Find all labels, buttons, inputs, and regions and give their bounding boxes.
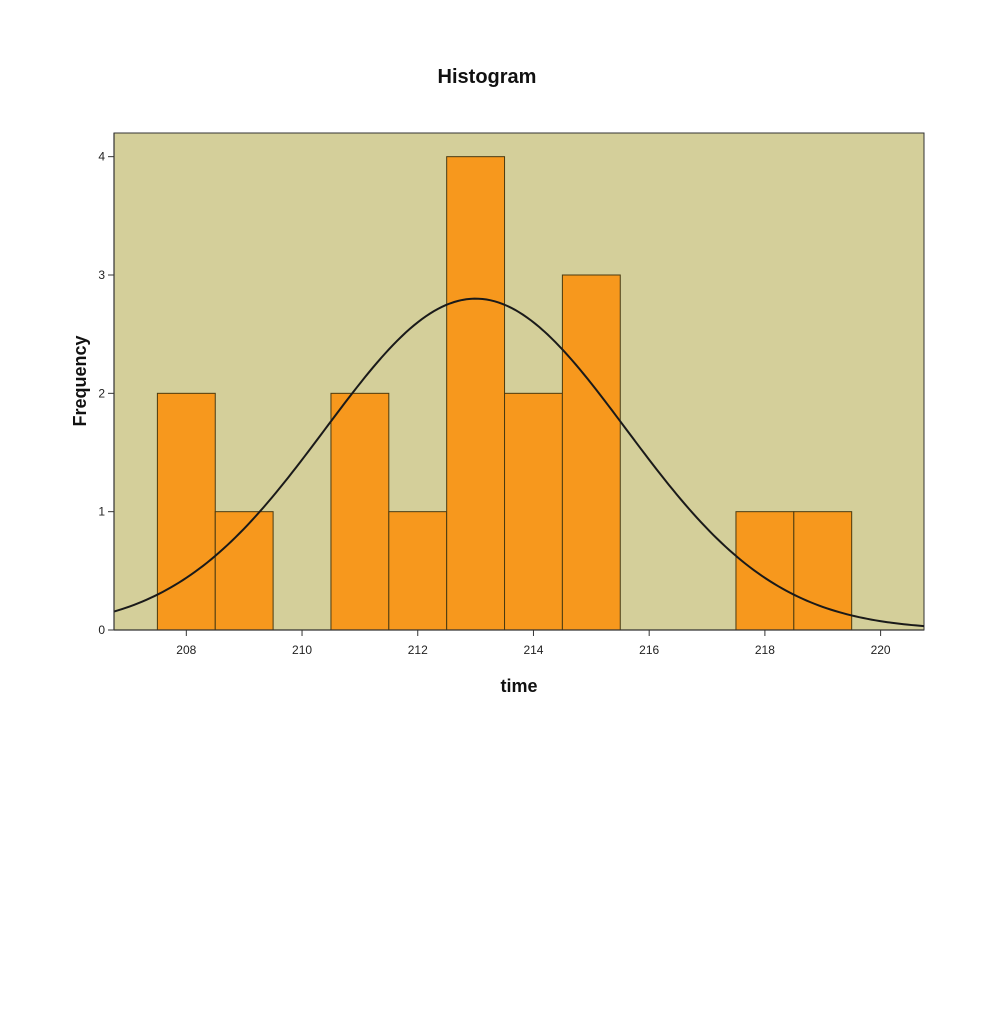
normal-curve [113,297,925,628]
histogram-bar [504,392,563,631]
histogram-bar [793,511,853,631]
histogram-bar [156,392,216,631]
y-ticks: 0 1 2 3 4 [98,150,114,637]
y-tick-label: 4 [98,150,105,164]
x-tick-label: 216 [639,643,659,657]
x-tick-label: 210 [292,643,312,657]
histogram-bar [446,156,506,631]
histogram-bar [388,511,448,631]
x-tick-label: 220 [871,643,891,657]
x-tick-label: 208 [176,643,196,657]
histogram-bar [561,274,621,631]
histogram-bar [214,511,274,631]
x-tick-label: 218 [755,643,775,657]
y-tick-label: 2 [98,386,105,400]
chart-title: Histogram [438,66,537,88]
x-axis-label: time [500,676,537,696]
y-axis-label: Frequency [70,335,90,426]
y-tick-label: 0 [98,623,105,637]
x-tick-label: 212 [408,643,428,657]
histogram-bar [330,392,390,631]
y-tick-label: 1 [98,505,105,519]
histogram-bar [735,511,795,631]
x-ticks: 208 210 212 214 216 218 220 [176,630,891,657]
y-tick-label: 3 [98,268,105,282]
x-tick-label: 214 [523,643,543,657]
